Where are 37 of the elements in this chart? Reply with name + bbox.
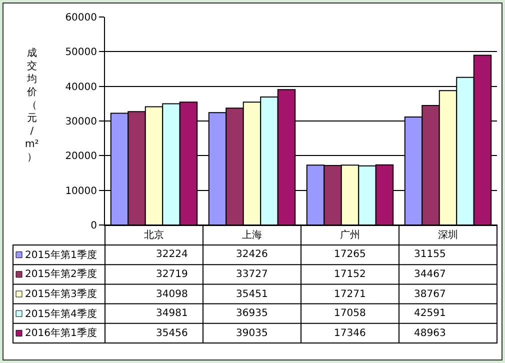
text: 成交均价（元/m²） xyxy=(25,48,39,163)
y-tick-label: 10000 xyxy=(65,186,97,197)
y-tick-label: 20000 xyxy=(65,151,97,162)
legend-label: 2015年第4季度 xyxy=(25,308,97,320)
x-tick-label: 上海 xyxy=(242,229,262,241)
data-label: 17265 xyxy=(334,249,366,260)
legend-label: 2015年第1季度 xyxy=(25,249,97,261)
y-tick-label: 40000 xyxy=(65,82,97,93)
x-tick-label: 北京 xyxy=(144,229,164,241)
x-tick-label: 广州 xyxy=(340,229,360,241)
data-label: 34467 xyxy=(414,269,446,280)
data-label: 32224 xyxy=(156,249,188,260)
data-label: 35451 xyxy=(236,289,268,300)
data-label: 34981 xyxy=(156,308,188,319)
y-tick-label: 50000 xyxy=(65,47,97,58)
x-tick-label: 深圳 xyxy=(438,229,458,241)
data-label: 32426 xyxy=(236,249,268,260)
data-label: 38767 xyxy=(414,289,446,300)
y-tick-label: 60000 xyxy=(65,12,97,24)
data-label: 17271 xyxy=(334,289,366,300)
data-label: 31155 xyxy=(414,249,446,260)
data-label: 48963 xyxy=(414,328,446,339)
legend-label: 2016年第1季度 xyxy=(25,327,97,339)
data-label: 36935 xyxy=(236,308,268,319)
data-label: 42591 xyxy=(414,308,446,319)
data-label: 34098 xyxy=(156,289,188,300)
y-tick-label: 0 xyxy=(90,220,97,232)
data-label: 39035 xyxy=(236,328,268,339)
data-label: 35456 xyxy=(156,328,188,339)
y-tick-label: 30000 xyxy=(65,116,97,128)
legend-label: 2015年第3季度 xyxy=(25,288,97,300)
data-label: 32719 xyxy=(156,269,188,280)
data-label: 17346 xyxy=(334,328,366,339)
legend-label: 2015年第2季度 xyxy=(25,268,97,280)
data-label: 17152 xyxy=(334,269,366,280)
data-label: 33727 xyxy=(236,269,268,280)
data-label: 17058 xyxy=(334,308,366,319)
